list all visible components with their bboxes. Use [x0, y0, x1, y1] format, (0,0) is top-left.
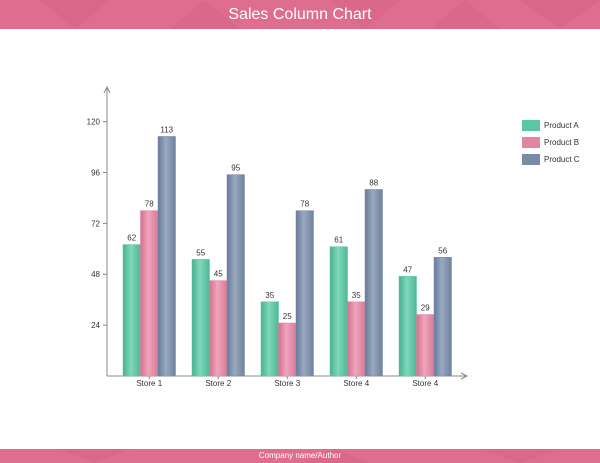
legend-swatch: [522, 154, 540, 165]
y-tick-label: 96: [91, 168, 100, 177]
legend-label: Product B: [544, 138, 580, 147]
sales-column-chart: 24 48 72 96 120 62 78 113 Store 1 55 45 95 Store 2 3…: [87, 85, 469, 388]
data-label: 56: [438, 246, 447, 255]
y-tick-label: 72: [91, 219, 100, 228]
legend-item: Product C: [522, 151, 580, 168]
y-tick-label: 24: [91, 321, 100, 330]
bar: [157, 136, 176, 377]
data-label: 35: [265, 291, 274, 300]
legend-item: Product A: [522, 117, 580, 134]
data-label: 55: [196, 248, 205, 257]
x-tick-label: Store 3: [274, 379, 300, 388]
legend-swatch: [522, 137, 540, 148]
bar: [416, 314, 435, 377]
page-title: Sales Column Chart: [228, 6, 372, 23]
legend-label: Product C: [544, 155, 580, 164]
legend-swatch: [522, 120, 540, 131]
x-tick-label: Store 4: [343, 379, 369, 388]
data-label: 45: [214, 270, 223, 279]
data-label: 29: [421, 304, 430, 313]
bar: [209, 280, 228, 377]
y-tick-label: 48: [91, 270, 100, 279]
data-label: 62: [127, 234, 136, 243]
bar: [433, 257, 452, 377]
data-label: 47: [403, 265, 412, 274]
x-axis-arrow: [460, 372, 469, 380]
data-label: 78: [145, 200, 154, 209]
y-axis-arrow: [103, 85, 111, 94]
legend-item: Product B: [522, 134, 580, 151]
data-label: 95: [231, 164, 240, 173]
header-banner: Sales Column Chart: [0, 0, 600, 29]
data-label: 25: [283, 312, 292, 321]
footer-pattern: [60, 449, 560, 463]
bar: [140, 210, 159, 377]
bar: [364, 189, 383, 377]
data-label: 88: [369, 178, 378, 187]
bar: [191, 259, 210, 377]
footer-author: Company name/Author: [258, 451, 342, 460]
legend-label: Product A: [544, 121, 579, 130]
x-tick-label: Store 4: [412, 379, 438, 388]
bar: [398, 276, 417, 377]
bar: [260, 301, 279, 377]
data-label: 113: [160, 125, 173, 134]
data-label: 35: [352, 291, 361, 300]
bar: [295, 210, 314, 377]
chart-legend: Product A Product B Product C: [522, 117, 580, 168]
y-tick-label: 120: [87, 118, 101, 127]
footer-banner: Company name/Author: [0, 449, 600, 463]
bar: [329, 246, 348, 377]
bar: [122, 244, 141, 377]
x-tick-label: Store 2: [205, 379, 231, 388]
bar: [278, 322, 297, 377]
x-tick-label: Store 1: [136, 379, 162, 388]
banner-pattern: [40, 0, 600, 29]
data-label: 61: [334, 236, 343, 245]
bar: [226, 174, 245, 377]
data-label: 78: [300, 200, 309, 209]
bar: [347, 301, 366, 377]
